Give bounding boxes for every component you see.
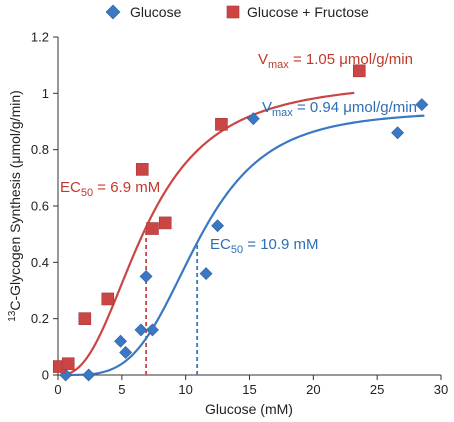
- x-tick-label: 25: [370, 382, 384, 397]
- ec50-annotation-glucose-fructose-rest: = 6.9 mM: [93, 179, 160, 196]
- fit-curves: [66, 91, 425, 377]
- legend-item-glucose-fructose: Glucose + Fructose: [226, 4, 369, 20]
- data-point-glucose: [139, 269, 153, 283]
- ec50-annotation-glucose-fructose: EC50 = 6.9 mM: [60, 179, 160, 199]
- data-point-glucose: [134, 323, 148, 337]
- vmax-annotation-glucose-sub: max: [272, 107, 293, 119]
- y-axis-title-superscript: 13: [7, 310, 18, 322]
- data-point-glucose: [114, 334, 127, 348]
- legend-item-glucose: Glucose: [105, 4, 182, 20]
- ec50-guide-lines: [145, 227, 199, 375]
- x-tick-label: 15: [242, 382, 256, 397]
- x-tick-label: 0: [54, 382, 61, 397]
- data-point-glucose: [59, 368, 73, 382]
- y-tick-label: 0.8: [31, 142, 49, 157]
- y-ticks: 0 0.2 0.4 0.6 0.8 1 1.2: [31, 30, 58, 383]
- data-point-glucose-fructose: [158, 216, 172, 230]
- data-point-glucose: [119, 346, 133, 359]
- data-point-glucose: [199, 267, 213, 281]
- legend-label-glucose: Glucose: [130, 4, 182, 20]
- ec50-annotation-glucose-main: EC: [210, 236, 231, 253]
- vmax-annotation-glucose-main: V: [262, 99, 272, 116]
- x-tick-label: 10: [178, 382, 192, 397]
- vmax-annotation-glucose-rest: = 0.94 μmol/g/min: [293, 99, 417, 116]
- data-point-glucose: [246, 112, 260, 126]
- data-point-glucose: [211, 219, 225, 233]
- data-points: [52, 64, 429, 382]
- data-point-glucose-fructose: [146, 222, 159, 235]
- data-point-glucose: [146, 323, 159, 337]
- y-tick-label: 0.4: [31, 255, 49, 270]
- vmax-annotation-glucose-fructose-sub: max: [268, 59, 289, 71]
- data-point-glucose: [391, 126, 405, 140]
- y-tick-label: 0.2: [31, 311, 49, 326]
- fit-curve-glucose-fructose: [66, 91, 355, 376]
- y-tick-label: 1.2: [31, 30, 49, 45]
- ec50-annotation-glucose-sub: 50: [231, 244, 243, 256]
- vmax-annotation-glucose: Vmax = 0.94 μmol/g/min: [262, 99, 417, 119]
- legend-marker-glucose: [105, 4, 121, 20]
- x-ticks: 0 5 10 15 20 25 30: [54, 375, 448, 397]
- y-tick-label: 1: [42, 86, 49, 101]
- legend-marker-glucose-fructose: [226, 5, 240, 19]
- axes: 0 5 10 15 20 25 30 0 0.2 0.4 0.6 0.8 1 1.2: [31, 30, 448, 398]
- data-point-glucose-fructose: [101, 292, 115, 306]
- x-tick-label: 20: [306, 382, 320, 397]
- legend: Glucose Glucose + Fructose: [105, 4, 369, 20]
- data-point-glucose-fructose: [78, 312, 92, 325]
- vmax-annotation-glucose-fructose: Vmax = 1.05 μmol/g/min: [258, 51, 413, 71]
- y-tick-label: 0.6: [31, 199, 49, 214]
- y-tick-label: 0: [42, 368, 49, 383]
- ec50-annotation-glucose: EC50 = 10.9 mM: [210, 236, 319, 256]
- y-axis-title: 13C-Glycogen Synthesis (μmol/g/min): [7, 90, 23, 322]
- ec50-annotation-glucose-fructose-sub: 50: [81, 187, 93, 199]
- data-point-glucose-fructose: [135, 163, 149, 176]
- vmax-annotation-glucose-fructose-main: V: [258, 51, 268, 68]
- data-point-glucose: [415, 98, 429, 112]
- fit-curve-glucose: [66, 114, 425, 377]
- ec50-annotation-glucose-rest: = 10.9 mM: [243, 236, 318, 253]
- x-axis-title: Glucose (mM): [205, 401, 293, 417]
- legend-label-glucose-fructose: Glucose + Fructose: [247, 4, 369, 20]
- vmax-annotation-glucose-fructose-rest: = 1.05 μmol/g/min: [289, 51, 413, 68]
- ec50-annotation-glucose-fructose-main: EC: [60, 179, 81, 196]
- data-point-glucose-fructose: [352, 64, 366, 78]
- plot-area: [52, 64, 429, 382]
- x-tick-label: 5: [118, 382, 125, 397]
- y-axis-title-main: C-Glycogen Synthesis (μmol/g/min): [7, 90, 23, 310]
- data-point-glucose-fructose: [61, 357, 75, 371]
- data-point-glucose: [82, 368, 96, 382]
- x-tick-label: 30: [434, 382, 448, 397]
- data-point-glucose-fructose: [215, 118, 228, 131]
